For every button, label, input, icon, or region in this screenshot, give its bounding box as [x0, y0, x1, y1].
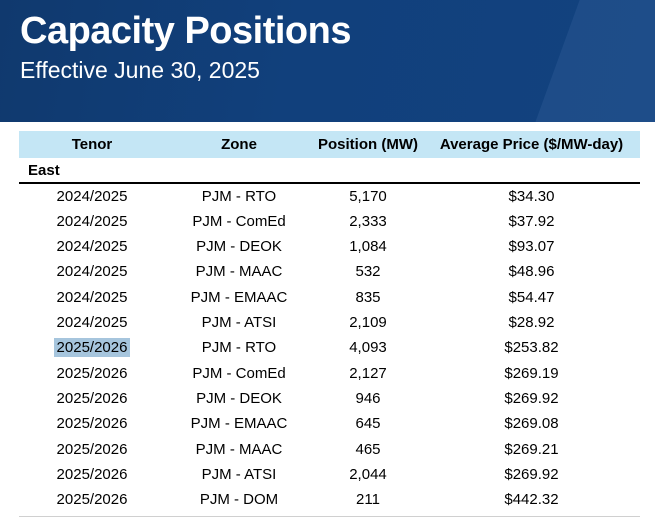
cell-avg-price: $269.92: [504, 389, 559, 407]
table-row: 2025/2026 PJM - DOM 211 $442.32: [19, 487, 640, 512]
section-label: East: [19, 158, 640, 184]
cell-avg-price: $269.21: [504, 440, 559, 458]
cell-position: 5,170: [349, 187, 387, 205]
cell-position: 645: [355, 415, 381, 433]
cell-zone: PJM - RTO: [201, 339, 277, 357]
table-row: 2025/2026 PJM - ATSI 2,044 $269.92: [19, 462, 640, 487]
table-row: 2025/2026 PJM - MAAC 465 $269.21: [19, 436, 640, 461]
table-row: 2024/2025 PJM - ATSI 2,109 $28.92: [19, 310, 640, 335]
table-row: 2024/2025 PJM - MAAC 532 $48.96: [19, 259, 640, 284]
cell-avg-price: $253.82: [504, 339, 559, 357]
cell-zone: PJM - DOM: [199, 491, 279, 509]
column-header-avg-price: Average Price ($/MW-day): [423, 131, 640, 158]
cell-tenor: 2024/2025: [56, 313, 128, 331]
cell-tenor: 2025/2026: [56, 364, 128, 382]
cell-avg-price: $37.92: [508, 212, 555, 230]
column-header-position: Position (MW): [313, 131, 423, 158]
page-title: Capacity Positions: [20, 10, 351, 52]
table-row: 2024/2025 PJM - ComEd 2,333 $37.92: [19, 208, 640, 233]
cell-zone: PJM - MAAC: [195, 440, 283, 458]
cell-zone: PJM - EMAAC: [190, 415, 288, 433]
cell-position: 2,127: [349, 364, 387, 382]
cell-avg-price: $269.92: [504, 465, 559, 483]
capacity-table: Tenor Zone Position (MW) Average Price (…: [19, 131, 640, 512]
cell-tenor: 2024/2025: [56, 237, 128, 255]
table-header-row: Tenor Zone Position (MW) Average Price (…: [19, 131, 640, 158]
page-subtitle: Effective June 30, 2025: [20, 57, 260, 83]
table-row: 2025/2026 PJM - EMAAC 645 $269.08: [19, 411, 640, 436]
cell-position: 1,084: [349, 237, 387, 255]
cell-tenor: 2025/2026: [56, 389, 128, 407]
cell-tenor: 2025/2026: [56, 491, 128, 509]
bottom-divider: [19, 516, 640, 517]
cell-avg-price: $93.07: [508, 237, 555, 255]
cell-position: 2,044: [349, 465, 387, 483]
table-row: 2025/2026 PJM - ComEd 2,127 $269.19: [19, 360, 640, 385]
column-header-zone: Zone: [165, 131, 313, 158]
table-row: 2024/2025 PJM - DEOK 1,084 $93.07: [19, 234, 640, 259]
cell-avg-price: $48.96: [508, 263, 555, 281]
cell-position: 4,093: [349, 339, 387, 357]
cell-zone: PJM - ATSI: [201, 465, 277, 483]
cell-avg-price: $269.19: [504, 364, 559, 382]
cell-zone: PJM - RTO: [201, 187, 277, 205]
cell-zone: PJM - ATSI: [201, 313, 277, 331]
column-header-tenor: Tenor: [19, 131, 165, 158]
cell-avg-price: $54.47: [508, 288, 555, 306]
capacity-table-body: East 2024/2025 PJM - RTO 5,170 $34.30 2024/2…: [19, 158, 640, 512]
table-row: 2024/2025 PJM - RTO 5,170 $34.30: [19, 183, 640, 208]
cell-zone: PJM - EMAAC: [190, 288, 288, 306]
cell-zone: PJM - ComEd: [192, 212, 286, 230]
cell-avg-price: $34.30: [508, 187, 555, 205]
cell-tenor: 2025/2026: [19, 335, 165, 360]
cell-avg-price: $28.92: [508, 313, 555, 331]
capacity-table-container: Tenor Zone Position (MW) Average Price (…: [19, 131, 640, 512]
cell-tenor: 2025/2026: [56, 440, 128, 458]
table-row: 2024/2025 PJM - EMAAC 835 $54.47: [19, 284, 640, 309]
cell-position: 946: [355, 389, 381, 407]
table-row: 2025/2026 PJM - RTO 4,093 $253.82: [19, 335, 640, 360]
cell-zone: PJM - ComEd: [192, 364, 286, 382]
slide-banner: Capacity Positions Effective June 30, 20…: [0, 0, 655, 122]
cell-tenor: 2025/2026: [56, 465, 128, 483]
cell-position: 532: [355, 263, 381, 281]
cell-tenor: 2024/2025: [56, 263, 128, 281]
table-row: 2025/2026 PJM - DEOK 946 $269.92: [19, 386, 640, 411]
cell-position: 211: [356, 491, 380, 509]
cell-tenor: 2024/2025: [56, 212, 128, 230]
cell-position: 2,333: [349, 212, 387, 230]
cell-zone: PJM - MAAC: [195, 263, 283, 281]
cell-zone: PJM - DEOK: [196, 237, 282, 255]
cell-tenor: 2024/2025: [56, 288, 128, 306]
cell-avg-price: $442.32: [504, 491, 559, 509]
section-row-east: East: [19, 158, 640, 184]
cell-position: 2,109: [349, 313, 387, 331]
cell-position: 465: [355, 440, 381, 458]
cell-zone: PJM - DEOK: [196, 389, 282, 407]
cell-tenor: 2024/2025: [56, 187, 128, 205]
cell-avg-price: $269.08: [504, 415, 559, 433]
cell-position: 835: [355, 288, 381, 306]
cell-tenor: 2025/2026: [56, 415, 128, 433]
selected-text-highlight: 2025/2026: [53, 338, 131, 358]
